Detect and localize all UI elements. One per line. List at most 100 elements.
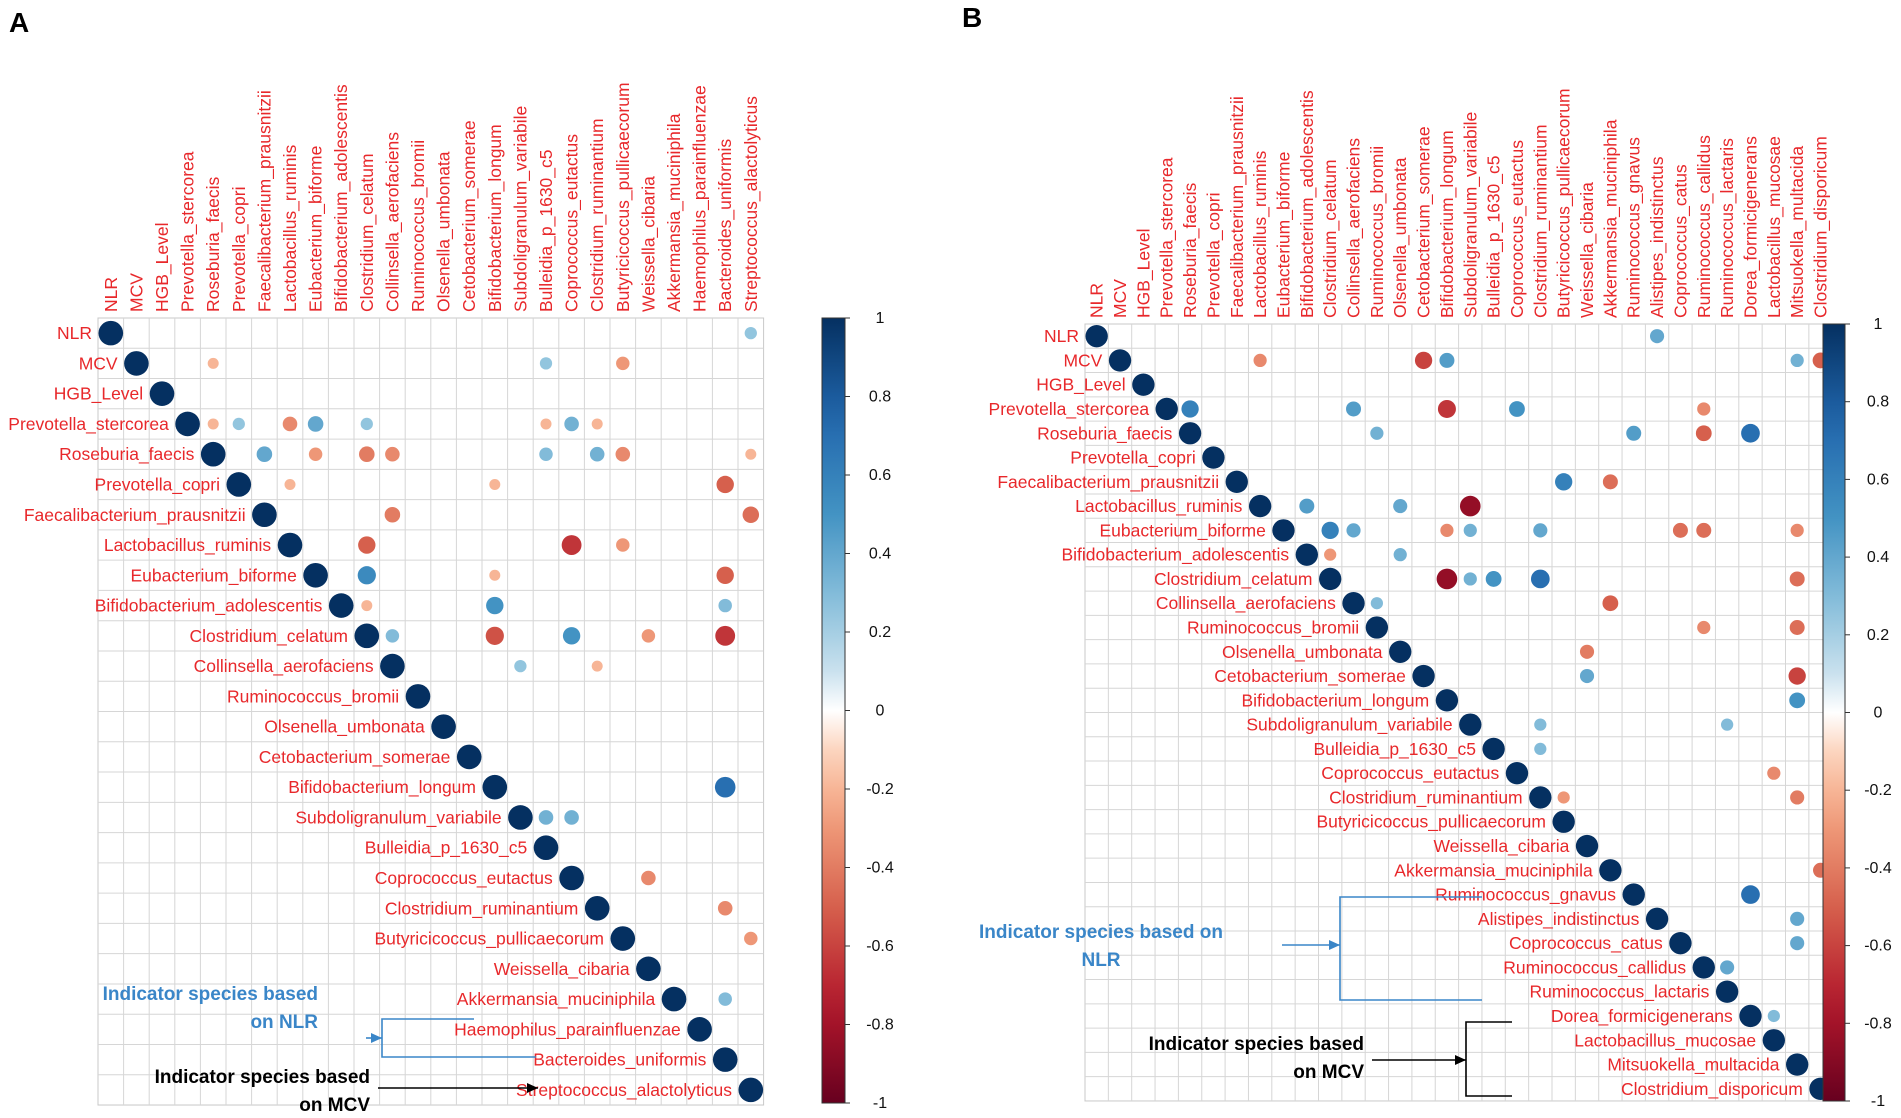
dot-collinsella-aerofaciens-vs-akkermansia-muciniphila xyxy=(1602,595,1619,612)
col-label-faecalibacterium-prausnitzii: Faecalibacterium_prausnitzii xyxy=(254,90,275,312)
col-label-lactobacillus-ruminis: Lactobacillus_ruminis xyxy=(1250,150,1271,318)
dot-diagonal-lactobacillus-mucosae xyxy=(1762,1029,1785,1052)
dot-faecalibacterium-prausnitzii-vs-collinsella-aerofaciens xyxy=(384,506,401,523)
labels-b: NLRNLRMCVMCVHGB_LevelHGB_LevelPrevotella… xyxy=(989,88,1832,1099)
col-label-subdoligranulum-variabile: Subdoligranulum_variabile xyxy=(510,106,531,312)
col-label-bulleidia-p-1630-c5: Bulleidia_p_1630_c5 xyxy=(536,150,557,313)
dot-eubacterium-biforme-vs-bifidobacterium-longum xyxy=(489,569,501,581)
row-label-butyricicoccus-pullicaecorum: Butyricicoccus_pullicaecorum xyxy=(1316,812,1546,833)
colorbar-tick-label: -0.4 xyxy=(1864,860,1892,877)
row-label-eubacterium-biforme: Eubacterium_biforme xyxy=(1099,520,1265,541)
dot-diagonal-eubacterium-biforme xyxy=(1272,519,1295,542)
row-label-haemophilus-parainfluenzae: Haemophilus_parainfluenzae xyxy=(454,1019,681,1040)
col-label-weissella-cibaria: Weissella_cibaria xyxy=(638,176,659,312)
colorbar-gradient xyxy=(1822,323,1846,1102)
dot-diagonal-faecalibacterium-prausnitzii xyxy=(1225,470,1248,493)
col-label-akkermansia-muciniphila: Akkermansia_muciniphila xyxy=(664,113,685,312)
dot-lactobacillus-ruminis-vs-coprococcus-eutactus xyxy=(561,535,582,555)
annotation-nlr-b: Indicator species based on NLR xyxy=(979,922,1223,971)
dot-eubacterium-biforme-vs-collinsella-aerofaciens xyxy=(1346,523,1361,538)
row-label-bulleidia-p-1630-c5: Bulleidia_p_1630_c5 xyxy=(365,838,528,859)
row-label-mcv: MCV xyxy=(1063,350,1102,370)
col-label-ruminococcus-callidus: Ruminococcus_callidus xyxy=(1694,135,1715,318)
dot-mcv-vs-cetobacterium-somerae xyxy=(1414,351,1433,370)
dot-collinsella-aerofaciens-vs-clostridium-ruminantium xyxy=(591,660,603,672)
dot-roseburia-faecis-vs-ruminococcus-callidus xyxy=(1695,425,1712,442)
dot-diagonal-dorea-formicigenerans xyxy=(1739,1004,1762,1028)
col-label-bacteroides-uniformis: Bacteroides_uniformis xyxy=(715,139,736,312)
dot-diagonal-bifidobacterium-adolescentis xyxy=(1295,543,1318,566)
dot-clostridium-celatum-vs-bacteroides-uniformis xyxy=(715,625,736,646)
colorbar-tick-label: -0.4 xyxy=(866,860,894,877)
dot-prevotella-copri-vs-bacteroides-uniformis xyxy=(716,475,734,494)
dot-diagonal-collinsella-aerofaciens xyxy=(380,653,405,679)
dot-diagonal-haemophilus-parainfluenzae xyxy=(687,1017,712,1042)
row-label-ruminococcus-lactaris: Ruminococcus_lactaris xyxy=(1530,982,1710,1003)
dot-prevotella-stercorea-vs-collinsella-aerofaciens xyxy=(1346,401,1362,417)
annotation-mcv-b-line: on MCV xyxy=(1293,1062,1364,1083)
dot-coprococcus-eutactus-vs-weissella-cibaria xyxy=(641,870,656,886)
dot-prevotella-stercorea-vs-coprococcus-eutactus xyxy=(1509,401,1525,417)
colorbar-tick-label: 0.8 xyxy=(1867,394,1889,411)
col-label-clostridium-ruminantium: Clostridium_ruminantium xyxy=(1530,124,1551,318)
row-label-coprococcus-catus: Coprococcus_catus xyxy=(1509,933,1663,954)
annotation-mcv-a-arrowhead xyxy=(527,1083,538,1093)
row-label-prevotella-stercorea: Prevotella_stercorea xyxy=(989,399,1150,420)
dot-diagonal-ruminococcus-lactaris xyxy=(1715,980,1739,1003)
row-label-coprococcus-eutactus: Coprococcus_eutactus xyxy=(1321,763,1499,784)
dot-prevotella-stercorea-vs-clostridium-ruminantium xyxy=(591,418,603,430)
colorbar-b: 1 0.8 0.6 0.4 0.2 0 -0.2 -0.4 -0.6 -0.8 -1 xyxy=(1822,316,1892,1110)
dot-diagonal-prevotella-stercorea xyxy=(1155,397,1178,421)
dot-diagonal-alistipes-indistinctus xyxy=(1645,907,1669,931)
col-label-coprococcus-catus: Coprococcus_catus xyxy=(1670,164,1691,318)
dot-subdoligranulum-variabile-vs-clostridium-ruminantium xyxy=(1534,718,1547,731)
dot-alistipes-indistinctus-vs-mitsuokella-multacida xyxy=(1790,911,1805,926)
panel-a: A NLRNLRMCVMCVHGB_LevelHGB_LevelPrevotel… xyxy=(8,7,894,1116)
colorbar-tick-label: -0.8 xyxy=(1864,1015,1892,1032)
col-label-ruminococcus-gnavus: Ruminococcus_gnavus xyxy=(1624,137,1645,318)
colorbar-tick-label: 1 xyxy=(1874,316,1883,333)
dot-prevotella-stercorea-vs-ruminococcus-callidus xyxy=(1697,402,1711,416)
row-label-collinsella-aerofaciens: Collinsella_aerofaciens xyxy=(1156,593,1336,614)
col-label-collinsella-aerofaciens: Collinsella_aerofaciens xyxy=(1344,138,1365,318)
col-label-hgb-level: HGB_Level xyxy=(152,223,173,313)
dot-lactobacillus-ruminis-vs-olsenella-umbonata xyxy=(1393,499,1408,514)
col-label-prevotella-stercorea: Prevotella_stercorea xyxy=(178,151,199,312)
col-label-butyricicoccus-pullicaecorum: Butyricicoccus_pullicaecorum xyxy=(613,82,634,312)
dot-diagonal-nlr xyxy=(98,320,124,346)
panel-label-a: A xyxy=(9,7,29,38)
dot-olsenella-umbonata-vs-weissella-cibaria xyxy=(1579,644,1595,659)
dot-prevotella-copri-vs-bifidobacterium-longum xyxy=(489,478,501,490)
row-label-bulleidia-p-1630-c5: Bulleidia_p_1630_c5 xyxy=(1313,739,1476,760)
col-label-clostridium-celatum: Clostridium_celatum xyxy=(357,153,378,312)
col-label-prevotella-copri: Prevotella_copri xyxy=(229,187,250,312)
annotation-mcv-b-bracket xyxy=(1465,1021,1512,1097)
dot-collinsella-aerofaciens-vs-ruminococcus-bromii xyxy=(1370,597,1383,610)
dot-prevotella-stercorea-vs-roseburia-faecis xyxy=(1181,400,1199,418)
dot-eubacterium-biforme-vs-clostridium-ruminantium xyxy=(1533,523,1548,538)
panel-b: B NLRNLRMCVMCVHGB_LevelHGB_LevelPrevotel… xyxy=(962,2,1892,1110)
dot-diagonal-olsenella-umbonata xyxy=(1389,640,1412,663)
row-label-clostridium-disporicum: Clostridium_disporicum xyxy=(1621,1079,1803,1100)
dot-diagonal-coprococcus-catus xyxy=(1669,931,1692,955)
row-label-prevotella-copri: Prevotella_copri xyxy=(1070,448,1195,469)
dot-mcv-vs-roseburia-faecis xyxy=(207,357,219,369)
colorbar-tick-label: 0 xyxy=(1874,705,1883,722)
row-label-bacteroides-uniformis: Bacteroides_uniformis xyxy=(533,1050,706,1071)
dot-mcv-vs-butyricicoccus-pullicaecorum xyxy=(616,356,630,371)
col-label-nlr: NLR xyxy=(1087,283,1107,318)
annotation-nlr-a-arrowhead xyxy=(371,1033,382,1043)
colorbar-tick-label: 0.4 xyxy=(1867,549,1889,566)
row-label-bifidobacterium-adolescentis: Bifidobacterium_adolescentis xyxy=(95,596,323,617)
correlation-dots-b xyxy=(1085,324,1832,1100)
colorbar-tick-label: -0.6 xyxy=(866,938,894,955)
dot-diagonal-mcv xyxy=(1108,349,1132,372)
col-label-roseburia-faecis: Roseburia_faecis xyxy=(1180,183,1201,318)
annotation-mcv-b-line: Indicator species based xyxy=(1149,1034,1364,1055)
dot-bifidobacterium-longum-vs-mitsuokella-multacida xyxy=(1789,692,1806,709)
col-label-mcv: MCV xyxy=(1110,279,1130,318)
row-label-cetobacterium-somerae: Cetobacterium_somerae xyxy=(259,747,451,768)
col-label-ruminococcus-bromii: Ruminococcus_bromii xyxy=(408,140,429,312)
dot-mcv-vs-mitsuokella-multacida xyxy=(1790,353,1804,368)
col-label-akkermansia-muciniphila: Akkermansia_muciniphila xyxy=(1600,119,1621,318)
